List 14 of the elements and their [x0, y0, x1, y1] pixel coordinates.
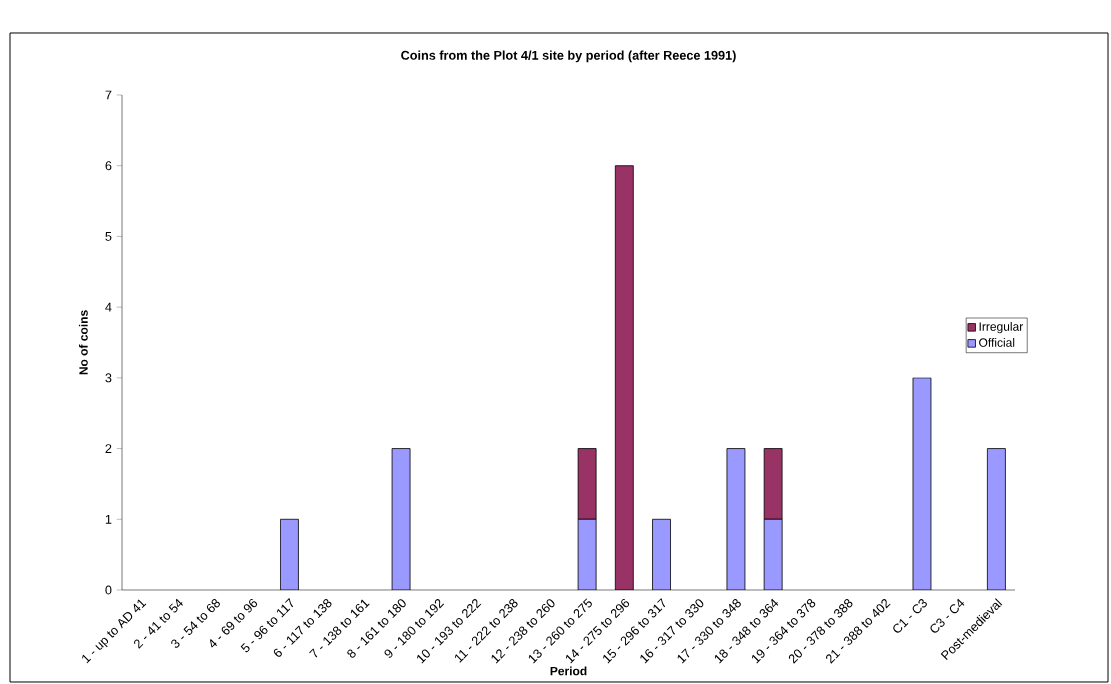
- legend-label: Irregular: [979, 322, 1024, 334]
- y-tick-label: 4: [105, 302, 112, 312]
- legend-label: Official: [979, 338, 1015, 347]
- x-tick-label: C1 - C3: [893, 599, 927, 633]
- y-tick-label: 0: [105, 585, 112, 595]
- chart-title: Coins from the Plot 4/1 site by period (after Reece 1991): [401, 50, 736, 63]
- y-tick-label: 7: [105, 90, 112, 100]
- y-axis-title: No of coins: [78, 310, 88, 375]
- y-tick-label: 2: [105, 444, 112, 453]
- x-axis-title: Period: [550, 666, 587, 676]
- y-tick-label: 1: [105, 514, 112, 524]
- y-tick-label: 5: [105, 232, 112, 241]
- y-tick-label: 6: [105, 161, 112, 171]
- y-tick-label: 3: [105, 373, 112, 383]
